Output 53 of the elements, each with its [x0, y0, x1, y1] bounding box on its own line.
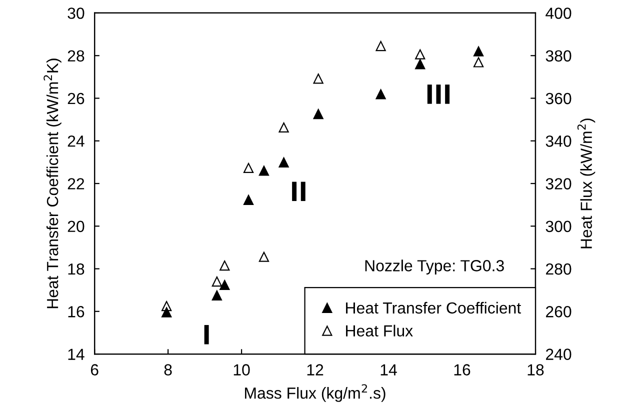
- y-tick-label: 20: [68, 220, 84, 232]
- point: [220, 260, 230, 271]
- point: [313, 74, 324, 84]
- y2-tick-label: 400: [546, 8, 572, 19]
- point: [258, 166, 270, 176]
- point: [278, 157, 289, 168]
- legend-label: Heat Transfer Coefficient: [346, 302, 521, 314]
- point: [313, 108, 324, 120]
- y-tick-label: 18: [68, 263, 84, 275]
- y2-tick-label: 320: [546, 178, 572, 190]
- x-tick-label: 14: [380, 364, 397, 376]
- point: [243, 162, 254, 174]
- y-tick-label: 28: [68, 50, 84, 62]
- point: [473, 46, 484, 56]
- point: [220, 280, 230, 290]
- point: [278, 122, 289, 133]
- x-tick-label: 6: [90, 364, 98, 376]
- point: [376, 89, 386, 100]
- y-axis-title: Heat Transfer Coefficient (kW/m$^{2}$K): [44, 58, 62, 308]
- point: [415, 59, 426, 70]
- y-tick-label: 14: [68, 348, 84, 360]
- y-tick-label: 16: [68, 306, 84, 318]
- y2-tick-label: 300: [546, 220, 572, 232]
- y2-axis-title: Heat Flux (kW/m$^{2}$): [577, 118, 596, 248]
- y2-tick-label: 260: [546, 306, 572, 318]
- point: [212, 276, 222, 287]
- x-tick-label: 12: [307, 364, 324, 376]
- annotation: II: [292, 182, 306, 202]
- point: [243, 194, 254, 205]
- y2-tick-label: 380: [546, 50, 572, 62]
- legend-label: Heat Flux: [346, 324, 413, 336]
- annotation: I: [204, 325, 209, 344]
- y2-tick-label: 240: [546, 348, 572, 360]
- point: [473, 57, 484, 68]
- y2-tick-label: 340: [546, 136, 572, 147]
- x-tick-label: 10: [234, 364, 250, 376]
- y2-tick-label: 360: [546, 92, 572, 104]
- point: [212, 290, 222, 300]
- x-tick-label: 18: [528, 364, 544, 376]
- annotation: Nozzle Type: TG0.3: [365, 260, 504, 275]
- annotation: III: [427, 84, 450, 104]
- y-tick-label: 30: [68, 8, 84, 19]
- point: [162, 307, 172, 318]
- point: [258, 252, 270, 262]
- y2-tick-label: 280: [546, 263, 572, 275]
- y-tick-label: 22: [68, 178, 84, 190]
- point: [415, 49, 426, 60]
- point: [376, 40, 386, 52]
- y-tick-label: 26: [68, 92, 84, 104]
- y-tick-label: 24: [68, 136, 84, 147]
- x-tick-label: 8: [164, 364, 172, 376]
- x-axis-title: Mass Flux (kg/m$^{2}$.s): [245, 384, 386, 402]
- x-tick-label: 16: [454, 364, 470, 376]
